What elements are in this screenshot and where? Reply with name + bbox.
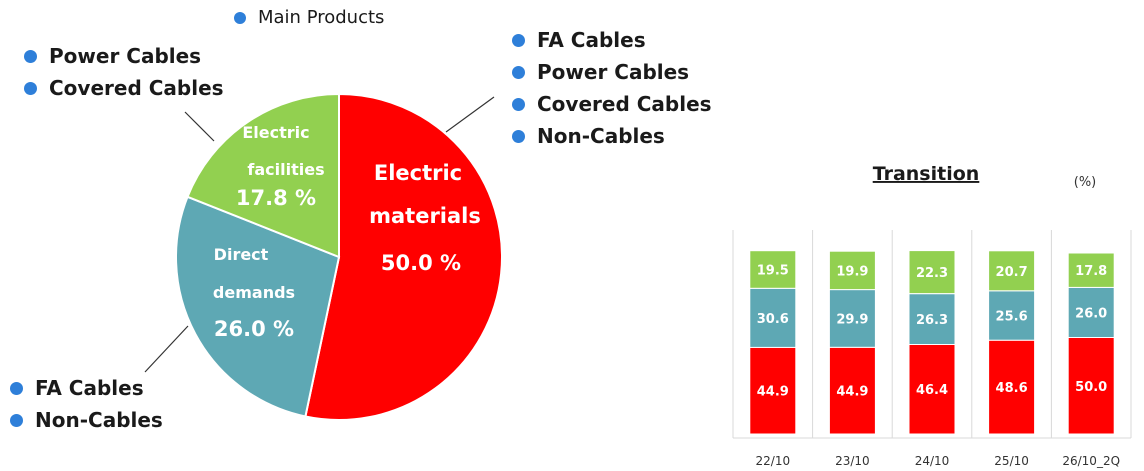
product-label: Non-Cables [35,408,163,432]
bar-segment-electric-materials [1067,337,1115,435]
slice-label-direct-demands: Direct [214,245,269,264]
product-label: Power Cables [537,60,690,84]
bar-value-label: 30.6 [757,312,789,327]
slice-label-electric-materials: Electric [374,161,462,185]
x-tick-label: 23/10 [835,454,870,468]
bullet-icon [10,381,23,395]
bullet-icon [512,65,525,79]
bar-value-label: 26.3 [916,313,948,328]
bar-chart-title: Transition [873,163,980,185]
leader-line-direct-demands [144,325,189,373]
slice-label-direct-demands: demands [213,283,295,302]
list-item: Power Cables [512,56,712,88]
bar-segment-electric-materials [908,343,956,435]
product-label: Power Cables [49,44,202,68]
list-item: Power Cables [24,40,224,72]
leader-line-electric-facilities [184,111,215,142]
bar-value-label: 26.0 [1075,306,1107,321]
bar-value-label: 29.9 [836,313,868,328]
slice-label-electric-materials: materials [369,204,481,228]
list-item: FA Cables [10,372,163,404]
bar-value-label: 48.6 [996,381,1028,396]
slice-value-electric-facilities: 17.8 % [236,186,316,210]
bar-segment-electric-facilities [908,250,956,295]
main-products-label: Main Products [258,7,385,28]
x-tick-label: 24/10 [915,454,950,468]
bullet-icon [24,49,37,63]
product-label: FA Cables [35,376,144,400]
bar-chart-unit: (%) [1074,175,1097,190]
electric-facilities-products-list: Power Cables Covered Cables [24,40,224,104]
bullet-icon [234,11,246,24]
x-tick-label: 25/10 [994,454,1029,468]
bar-segment-electric-materials [988,339,1036,435]
x-tick-label: 26/10_2Q [1062,454,1120,468]
product-label: Covered Cables [49,76,224,100]
slice-value-electric-materials: 50.0 % [381,251,461,275]
bar-segment-electric-facilities [1067,252,1115,288]
pie-slice-electric-materials [304,92,503,421]
product-label: FA Cables [537,28,646,52]
bar-segment-direct-demands [749,287,797,348]
bar-value-label: 19.9 [836,264,868,279]
bullet-icon [512,97,525,111]
bullet-icon [512,129,525,143]
bar-segment-electric-facilities [828,250,876,291]
bar-value-label: 44.9 [757,385,789,400]
pie-slice-electric-facilities [186,92,340,259]
slice-label-electric-facilities: Electric [242,123,309,142]
bar-value-label: 50.0 [1075,380,1107,395]
slice-value-direct-demands: 26.0 % [214,317,294,341]
bullet-icon [24,81,37,95]
bullet-icon [10,413,23,427]
leader-line-electric-materials [445,96,495,133]
bar-value-label: 25.6 [996,310,1028,325]
bar-segment-electric-materials [828,346,876,435]
x-tick-label: 22/10 [756,454,791,468]
bar-segment-electric-facilities [749,250,797,289]
bar-segment-direct-demands [828,289,876,348]
bar-segment-direct-demands [908,293,956,346]
bar-segment-direct-demands [988,290,1036,341]
bullet-icon [512,33,525,47]
bar-value-label: 46.4 [916,383,948,398]
bar-segment-direct-demands [1067,286,1115,338]
list-item: Non-Cables [10,404,163,436]
bar-value-label: 20.7 [996,265,1028,280]
bar-value-label: 44.9 [836,385,868,400]
list-item: FA Cables [512,24,712,56]
direct-demands-products-list: FA Cables Non-Cables [10,372,163,436]
product-label: Non-Cables [537,124,665,148]
list-item: Non-Cables [512,120,712,152]
bar-segment-electric-facilities [988,250,1036,292]
list-item: Covered Cables [512,88,712,120]
bar-value-label: 17.8 [1075,264,1107,279]
main-products-heading: Main Products [234,7,384,28]
electric-materials-products-list: FA Cables Power Cables Covered Cables No… [512,24,712,152]
product-label: Covered Cables [537,92,712,116]
bar-value-label: 19.5 [757,264,789,279]
bar-segment-electric-materials [749,346,797,435]
slice-label-electric-facilities: facilities [247,160,324,179]
pie-slice-direct-demands [175,195,341,418]
bar-value-label: 22.3 [916,266,948,281]
list-item: Covered Cables [24,72,224,104]
